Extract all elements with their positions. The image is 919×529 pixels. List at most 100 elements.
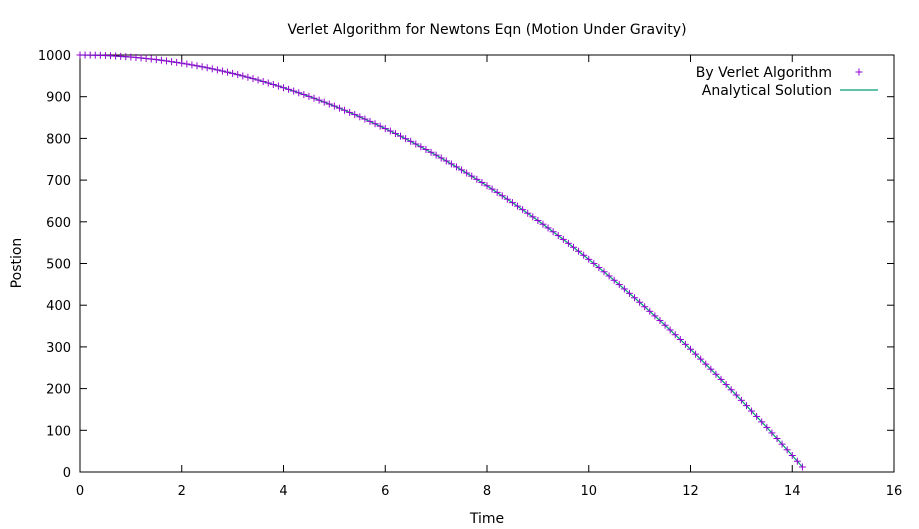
data-point-verlet	[763, 423, 771, 431]
data-point-verlet	[585, 255, 593, 263]
data-point-verlet	[539, 220, 547, 228]
y-tick-label: 600	[46, 216, 71, 231]
data-point-verlet	[239, 72, 247, 80]
data-point-verlet	[524, 209, 532, 217]
data-point-verlet	[569, 243, 577, 251]
data-point-verlet	[325, 100, 333, 108]
data-point-verlet	[575, 247, 583, 255]
data-point-verlet	[590, 259, 598, 267]
data-point-verlet	[498, 192, 506, 200]
x-tick-label: 4	[279, 484, 287, 499]
y-tick-label: 100	[46, 424, 71, 439]
data-point-verlet	[290, 87, 298, 95]
data-point-verlet	[544, 224, 552, 232]
data-point-verlet	[758, 418, 766, 426]
data-point-verlet	[798, 463, 806, 471]
data-point-verlet	[447, 160, 455, 168]
data-point-verlet	[391, 130, 399, 138]
data-point-verlet	[397, 132, 405, 140]
y-tick-label: 700	[46, 174, 71, 189]
data-point-verlet	[152, 56, 160, 64]
chart-title: Verlet Algorithm for Newtons Eqn (Motion…	[287, 22, 686, 38]
data-point-verlet	[468, 172, 476, 180]
data-point-verlet	[768, 429, 776, 437]
legend: By Verlet Algorithm Analytical Solution	[696, 65, 878, 99]
data-point-verlet	[717, 375, 725, 383]
data-point-verlet	[636, 298, 644, 306]
y-tick-label: 500	[46, 258, 71, 273]
data-point-verlet	[473, 175, 481, 183]
x-tick-label: 16	[886, 484, 903, 499]
data-point-verlet	[483, 182, 491, 190]
legend-plus-verlet	[855, 68, 863, 76]
data-point-verlet	[300, 91, 308, 99]
data-point-verlet	[157, 56, 165, 64]
x-axis-label: Time	[469, 511, 504, 527]
data-point-verlet	[432, 151, 440, 159]
x-tick-label: 8	[483, 484, 491, 499]
data-point-verlet	[671, 331, 679, 339]
data-point-verlet	[503, 195, 511, 203]
data-point-verlet	[137, 54, 145, 62]
data-point-verlet	[748, 407, 756, 415]
data-point-verlet	[692, 350, 700, 358]
data-point-verlet	[330, 102, 338, 110]
data-point-verlet	[203, 64, 211, 72]
data-point-verlet	[305, 92, 313, 100]
data-point-verlet	[773, 435, 781, 443]
data-point-verlet	[620, 285, 628, 293]
data-point-verlet	[280, 84, 287, 92]
data-point-verlet	[549, 228, 557, 236]
data-point-verlet	[346, 108, 354, 116]
y-tick-label: 1000	[38, 49, 71, 64]
x-tick-label: 12	[682, 484, 699, 499]
y-axis-label: Postion	[9, 238, 25, 289]
data-point-verlet	[788, 451, 796, 459]
data-point-verlet	[646, 307, 654, 315]
data-point-verlet	[666, 326, 674, 334]
data-point-verlet	[631, 294, 639, 302]
data-point-verlet	[244, 73, 252, 81]
data-point-verlet	[656, 317, 664, 325]
data-point-verlet	[356, 113, 364, 121]
data-point-verlet	[173, 58, 181, 66]
data-point-verlet	[208, 65, 216, 73]
data-point-verlet	[320, 98, 328, 106]
y-tick-label: 0	[63, 466, 71, 481]
data-point-verlet	[641, 303, 649, 311]
data-point-verlet	[315, 96, 323, 104]
data-point-verlet	[488, 185, 496, 193]
data-point-verlet	[229, 69, 237, 77]
data-point-verlet	[732, 391, 740, 399]
data-point-verlet	[529, 213, 537, 221]
data-point-verlet	[407, 137, 415, 145]
data-point-verlet	[361, 115, 369, 123]
data-point-verlet	[737, 396, 745, 404]
y-tick-label: 400	[46, 299, 71, 314]
data-point-verlet	[514, 202, 522, 210]
data-point-verlet	[386, 127, 394, 135]
data-point-verlet	[310, 94, 318, 102]
data-point-verlet	[727, 386, 735, 394]
data-point-verlet	[259, 77, 267, 85]
data-point-verlet	[341, 106, 349, 114]
x-tick-label: 14	[784, 484, 801, 499]
data-point-verlet	[712, 370, 720, 378]
data-point-verlet	[412, 140, 420, 148]
data-point-verlet	[422, 145, 430, 153]
data-point-verlet	[702, 360, 710, 368]
data-point-verlet	[295, 89, 303, 97]
data-point-verlet	[183, 60, 191, 68]
data-point-verlet	[402, 135, 410, 143]
data-point-verlet	[478, 179, 486, 187]
data-point-verlet	[600, 268, 608, 276]
plot-border	[79, 54, 895, 473]
series-layer	[76, 51, 806, 471]
data-point-verlet	[753, 412, 761, 420]
data-point-verlet	[147, 55, 155, 63]
data-point-verlet	[198, 63, 206, 71]
data-point-verlet	[615, 281, 623, 289]
data-point-verlet	[519, 206, 527, 214]
data-point-verlet	[554, 232, 562, 240]
data-point-verlet	[269, 81, 277, 89]
